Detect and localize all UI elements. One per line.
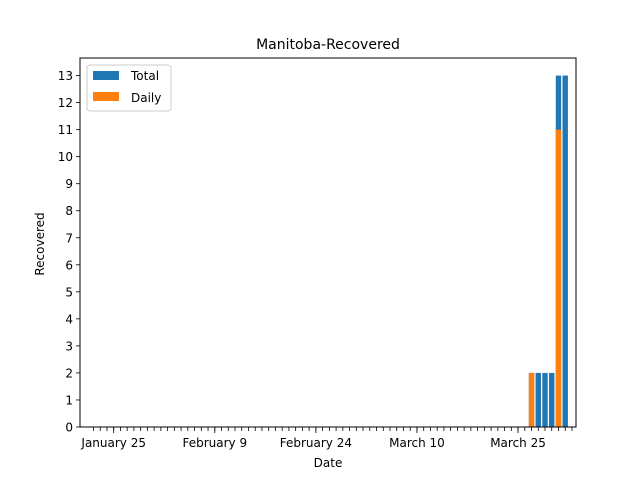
legend-label-daily: Daily <box>131 91 161 105</box>
y-tick-label: 9 <box>65 177 73 191</box>
y-tick-label: 2 <box>65 366 73 380</box>
x-axis-label: Date <box>314 456 343 470</box>
legend-swatch-daily <box>93 92 119 101</box>
y-tick-label: 10 <box>58 150 73 164</box>
x-tick-label: March 10 <box>389 436 445 450</box>
x-tick-label: February 9 <box>182 436 247 450</box>
x-ticks: January 25 February 9 February 24 March 10 M… <box>80 427 573 450</box>
bar-daily-march-31 <box>555 129 562 427</box>
y-tick-label: 5 <box>65 285 73 299</box>
x-tick-label: March 25 <box>490 436 546 450</box>
bars <box>528 75 568 427</box>
bar-total-march-29 <box>542 372 548 427</box>
bar-total-march-30 <box>549 372 555 427</box>
y-tick-label: 4 <box>65 312 73 326</box>
y-tick-label: 7 <box>65 231 73 245</box>
y-tick-label: 3 <box>65 339 73 353</box>
y-tick-label: 6 <box>65 258 73 272</box>
x-tick-label: January 25 <box>80 436 146 450</box>
y-tick-label: 1 <box>65 393 73 407</box>
y-tick-label: 12 <box>58 96 73 110</box>
y-tick-label: 13 <box>58 69 73 83</box>
y-axis-label: Recovered <box>33 212 47 275</box>
chart-title: Manitoba-Recovered <box>256 37 400 53</box>
legend-label-total: Total <box>130 69 159 83</box>
legend: Total Daily <box>86 64 172 112</box>
bar-total-march-28 <box>535 372 541 427</box>
bar-total-april-1 <box>562 75 568 427</box>
legend-swatch-total <box>93 71 119 80</box>
bar-daily-march-27 <box>528 372 535 427</box>
y-tick-label: 8 <box>65 204 73 218</box>
y-tick-label: 11 <box>58 123 73 137</box>
plot-frame <box>79 57 577 428</box>
x-tick-label: February 24 <box>280 436 352 450</box>
y-tick-label: 0 <box>65 421 73 435</box>
